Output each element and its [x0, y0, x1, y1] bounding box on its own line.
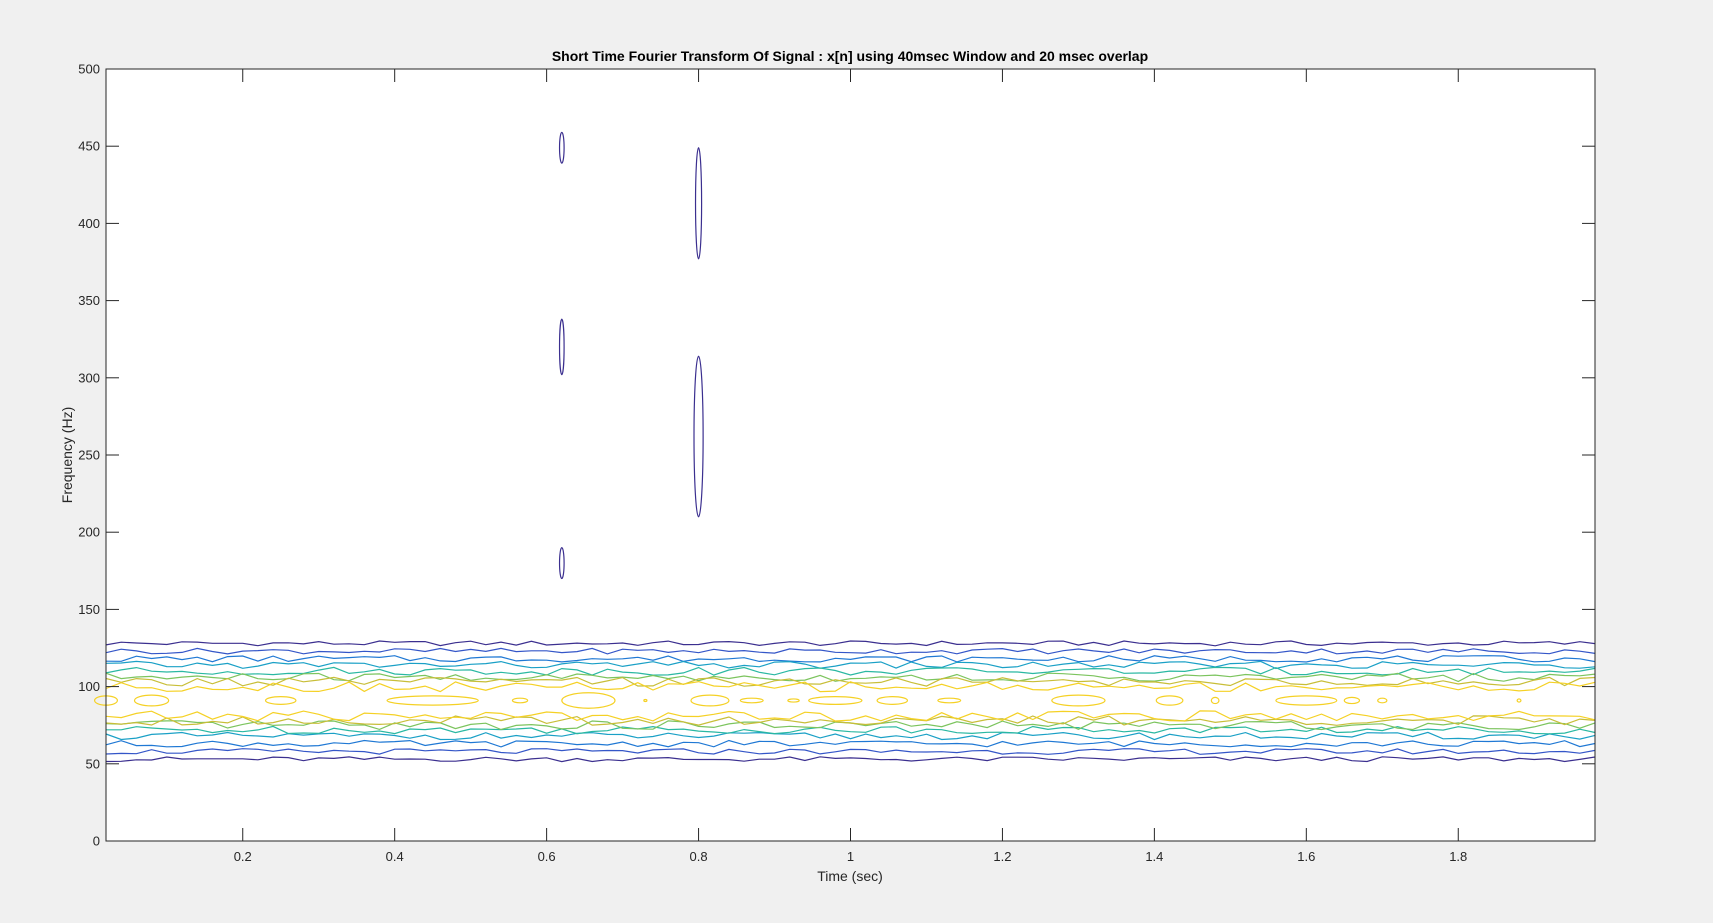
y-axis-label: Frequency (Hz)	[59, 407, 75, 503]
contour-peak-island	[808, 696, 863, 705]
chart-title: Short Time Fourier Transform Of Signal :…	[552, 48, 1148, 64]
contour-band-line	[105, 715, 1596, 726]
contour-lines	[94, 131, 1596, 763]
contour-high-frequency-island	[558, 131, 565, 164]
contour-peak-island	[1516, 698, 1522, 703]
axes-box	[105, 68, 1596, 842]
contour-band-line	[105, 647, 1596, 655]
contour-band-line	[105, 655, 1596, 663]
contour-band-line	[105, 710, 1596, 722]
contour-high-frequency-island	[558, 547, 565, 580]
contour-peak-island	[386, 695, 479, 706]
y-tick-label: 200	[78, 525, 100, 540]
x-tick-label: 1.2	[993, 849, 1011, 864]
contour-peak-island	[1210, 696, 1220, 705]
y-tick-label: 300	[78, 370, 100, 385]
x-tick-label: 1.6	[1297, 849, 1315, 864]
contour-peak-island	[511, 697, 529, 704]
x-axis-label: Time (sec)	[817, 868, 883, 884]
plot-area	[106, 69, 1595, 841]
contour-band-line	[105, 680, 1596, 693]
x-tick-label: 1.8	[1449, 849, 1467, 864]
contour-band-line	[105, 756, 1596, 763]
x-tick-label: 0.6	[538, 849, 556, 864]
x-tick-label: 1	[847, 849, 854, 864]
contour-peak-island	[1155, 695, 1184, 706]
contour-high-frequency-island	[693, 355, 704, 518]
y-tick-label: 150	[78, 602, 100, 617]
y-tick-label: 250	[78, 448, 100, 463]
x-tick-label: 1.4	[1145, 849, 1163, 864]
contour-band-line	[105, 672, 1596, 683]
y-tick-label: 500	[78, 62, 100, 77]
y-tick-label: 350	[78, 293, 100, 308]
contour-band-line	[105, 739, 1596, 748]
contour-band-line	[105, 731, 1596, 741]
contour-peak-island	[739, 697, 764, 704]
contour-band-line	[105, 748, 1596, 755]
x-tick-label: 0.2	[234, 849, 252, 864]
contour-band-line	[105, 640, 1596, 647]
contour-peak-island	[264, 696, 297, 705]
contour-peak-island	[561, 692, 616, 709]
contour-peak-island	[1051, 694, 1106, 707]
y-tick-label: 0	[93, 834, 100, 849]
y-tick-label: 400	[78, 216, 100, 231]
contour-band-line	[105, 666, 1596, 676]
contour-peak-island	[643, 698, 648, 703]
y-tick-label: 100	[78, 679, 100, 694]
contour-high-frequency-island	[694, 147, 703, 260]
contour-peak-island	[133, 694, 170, 707]
contour-band-line	[106, 725, 1596, 735]
y-tick-label: 450	[78, 139, 100, 154]
contour-peak-island	[787, 698, 800, 703]
contour-high-frequency-island	[558, 318, 565, 376]
x-tick-label: 0.8	[690, 849, 708, 864]
contour-peak-island	[937, 697, 962, 704]
contour-peak-island	[1377, 697, 1388, 704]
contour-peak-island	[1343, 696, 1361, 705]
y-tick-label: 50	[86, 756, 100, 771]
contour-peak-island	[876, 696, 909, 705]
contour-band-line	[105, 676, 1596, 687]
contour-peak-island	[690, 694, 730, 707]
contour-peak-island	[1275, 695, 1338, 706]
contour-band-line	[105, 660, 1596, 670]
x-tick-label: 0.4	[386, 849, 404, 864]
